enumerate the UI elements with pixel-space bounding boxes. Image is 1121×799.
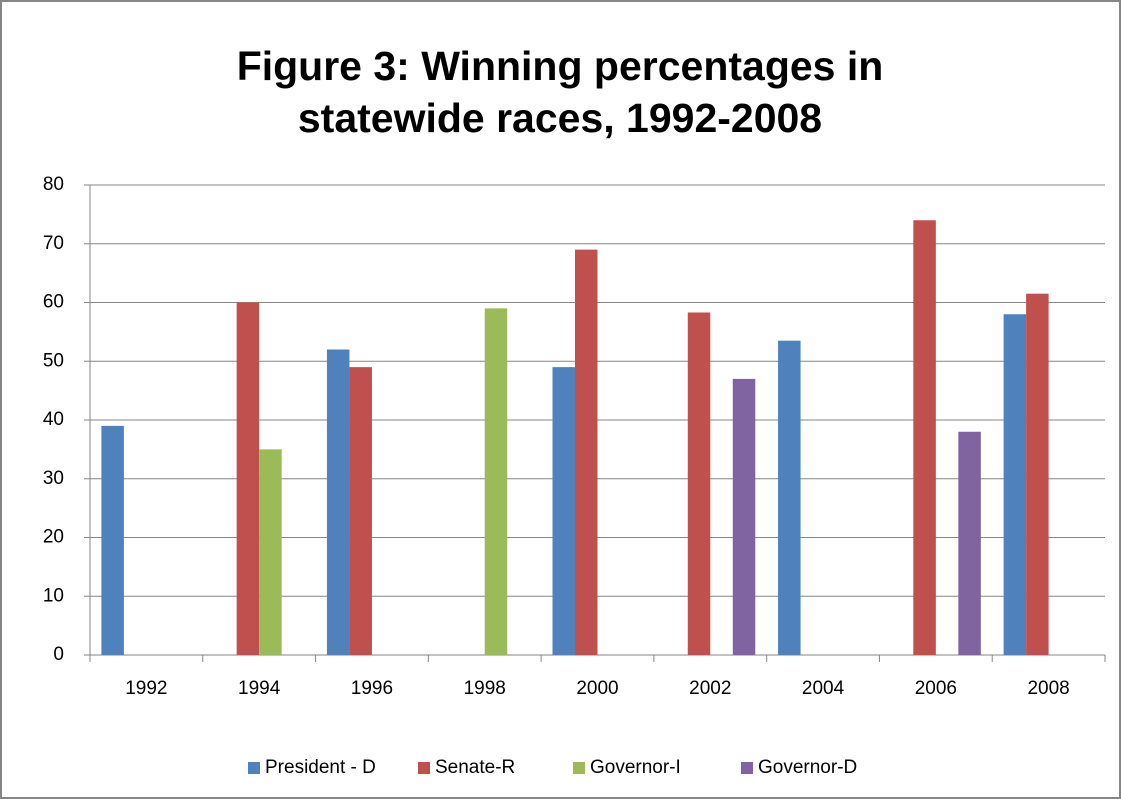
chart-title: Figure 3: Winning percentages in statewi… (236, 43, 884, 141)
bar (101, 425, 124, 655)
legend-label: Senate-R (435, 757, 515, 778)
bar (687, 312, 711, 655)
legend-label: Governor-I (590, 757, 681, 778)
bar (236, 302, 260, 655)
bar (552, 367, 575, 655)
y-tick-label: 0 (53, 644, 64, 665)
x-tick-label: 1994 (238, 678, 281, 699)
bar (778, 340, 801, 655)
y-tick-label: 60 (43, 292, 64, 313)
legend-label: Governor-D (758, 757, 857, 778)
y-tick-label: 40 (43, 409, 64, 430)
bar (732, 378, 756, 655)
x-tick-label: 2002 (689, 678, 731, 699)
y-tick-label: 50 (43, 350, 64, 371)
x-tick-label: 1998 (464, 678, 506, 699)
x-tick-label: 2008 (1027, 678, 1069, 699)
bar (575, 249, 598, 655)
legend-swatch (741, 762, 753, 774)
bar (1003, 314, 1027, 655)
x-tick-label: 2006 (915, 678, 957, 699)
x-tick-label: 1992 (125, 678, 167, 699)
y-tick-label: 80 (43, 174, 64, 195)
bar (349, 367, 372, 655)
y-tick-label: 70 (43, 233, 64, 254)
y-tick-label: 20 (43, 527, 64, 548)
bar (913, 220, 936, 655)
legend-label: President - D (265, 757, 376, 778)
legend-swatch (573, 762, 585, 774)
bar (484, 308, 508, 655)
legend-swatch (418, 762, 430, 774)
bar (1026, 293, 1049, 655)
y-tick-label: 30 (43, 468, 64, 489)
x-tick-label: 2000 (576, 678, 618, 699)
x-tick-label: 1996 (351, 678, 393, 699)
legend-swatch (248, 762, 260, 774)
bar (326, 349, 350, 655)
y-tick-label: 10 (43, 585, 64, 606)
bar (958, 431, 981, 655)
x-tick-label: 2004 (802, 678, 845, 699)
bar (259, 449, 282, 655)
